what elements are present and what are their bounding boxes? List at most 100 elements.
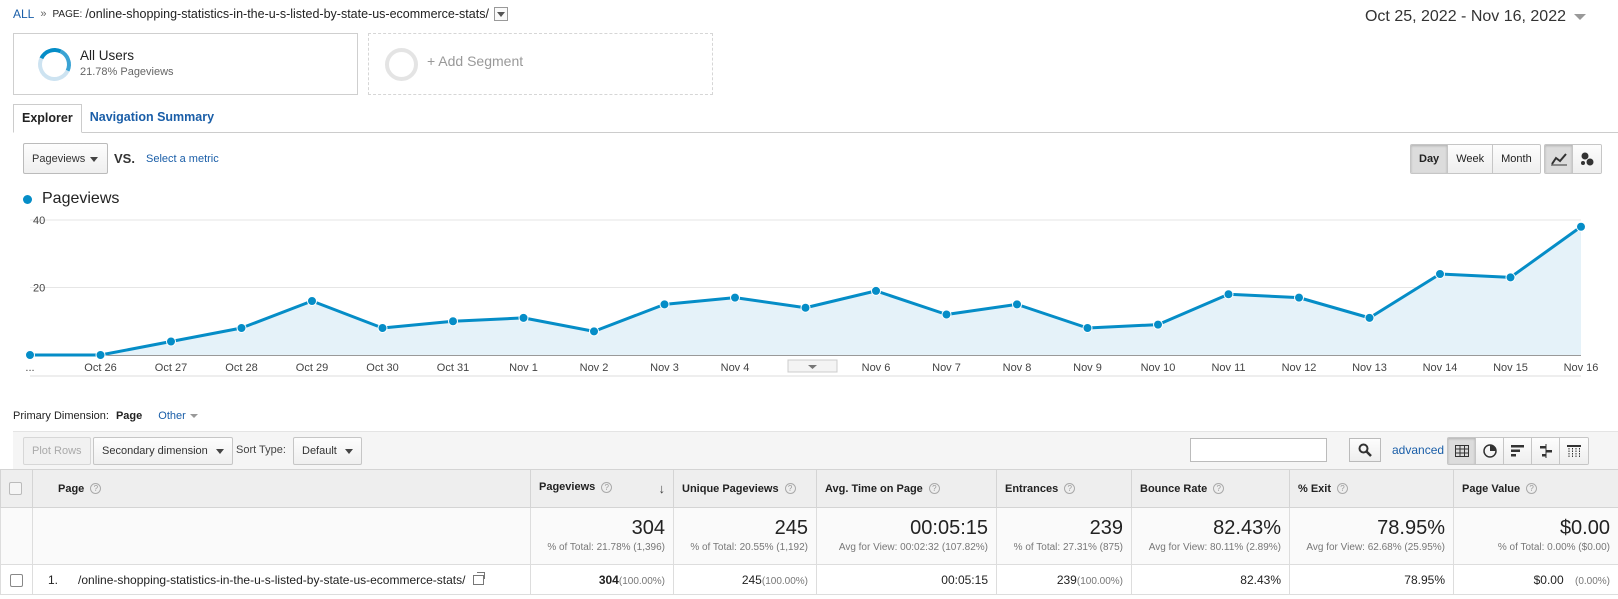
total-sub: % of Total: 21.78% (1,396): [547, 542, 665, 553]
row-pageviews-pct: (100.00%): [618, 575, 665, 587]
primary-dimension-bar: Primary Dimension: Page Other: [13, 410, 198, 422]
data-point: [1576, 221, 1586, 232]
grid-icon: [1454, 445, 1469, 457]
advanced-filter-link[interactable]: advanced: [1392, 443, 1445, 457]
row-unique-value: 245: [741, 572, 762, 587]
row-select-cell: [0, 564, 33, 595]
metric-dropdown[interactable]: Pageviews: [23, 143, 108, 174]
help-icon[interactable]: ?: [1213, 483, 1225, 495]
data-point: [307, 296, 317, 306]
column-header-unique-pageviews[interactable]: Unique Pageviews?: [673, 469, 817, 508]
data-point: [589, 326, 599, 337]
column-header-pageviews[interactable]: Pageviews? ↓: [530, 469, 674, 508]
metric-dropdown-label: Pageviews: [32, 153, 86, 165]
data-point: [1294, 292, 1304, 303]
line-chart-icon: [1550, 153, 1567, 166]
line-chart-button[interactable]: [1545, 145, 1573, 173]
x-tick-label: Oct 27: [155, 362, 187, 374]
column-header-exit[interactable]: % Exit?: [1289, 469, 1454, 508]
motion-chart-button[interactable]: [1573, 145, 1601, 173]
month-button[interactable]: Month: [1493, 145, 1540, 173]
report-tabs: Explorer Navigation Summary: [13, 104, 222, 133]
total-unique-pageviews: 245 % of Total: 20.55% (1,192): [673, 507, 817, 565]
column-header-page[interactable]: Page?: [32, 469, 531, 508]
pie-view-button[interactable]: [1476, 438, 1504, 464]
help-icon[interactable]: ?: [1526, 483, 1538, 495]
total-value: 239: [1089, 517, 1123, 539]
row-page-link[interactable]: /online-shopping-statistics-in-the-u-s-l…: [78, 572, 466, 587]
x-tick-label: Nov 14: [1423, 362, 1458, 374]
table-header-row: Page? Pageviews? ↓ Unique Pageviews? Avg.…: [0, 469, 1618, 508]
row-entrances-value: 239: [1056, 572, 1077, 587]
search-button[interactable]: [1349, 438, 1381, 462]
segment-all-users[interactable]: All Users 21.78% Pageviews: [13, 33, 358, 95]
performance-view-button[interactable]: [1504, 438, 1532, 464]
totals-row: 304 % of Total: 21.78% (1,396) 245 % of To…: [0, 507, 1618, 565]
row-pageviews-value: 304: [598, 572, 619, 587]
open-page-icon[interactable]: [473, 572, 486, 586]
breadcrumb-separator: »: [40, 8, 47, 20]
column-header-avg-time[interactable]: Avg. Time on Page?: [816, 469, 997, 508]
sort-descending-icon[interactable]: ↓: [658, 481, 666, 496]
column-header-bounce-rate[interactable]: Bounce Rate?: [1131, 469, 1290, 508]
table-search-input[interactable]: [1190, 438, 1327, 462]
secondary-dimension-dropdown[interactable]: Secondary dimension: [93, 437, 233, 465]
day-button[interactable]: Day: [1411, 145, 1449, 173]
column-header-exit-label: % Exit: [1298, 482, 1332, 495]
column-header-entrances[interactable]: Entrances?: [996, 469, 1132, 508]
total-sub: Avg for View: 00:02:32 (107.82%): [838, 542, 988, 553]
breadcrumb-dropdown-icon[interactable]: [493, 7, 508, 21]
x-tick-label: Nov 4: [721, 362, 750, 374]
segment-donut-icon: [33, 43, 76, 86]
help-icon[interactable]: ?: [90, 483, 102, 495]
comparison-view-button[interactable]: [1532, 438, 1560, 464]
data-point: [1435, 269, 1445, 279]
column-header-pageviews-label: Pageviews: [539, 481, 596, 493]
row-exit: 78.95%: [1289, 564, 1454, 595]
primary-dimension-other[interactable]: Other: [158, 410, 198, 422]
total-value: 00:05:15: [910, 517, 988, 539]
chart-legend: Pageviews: [23, 190, 119, 208]
help-icon[interactable]: ?: [1337, 483, 1349, 495]
row-checkbox[interactable]: [10, 573, 23, 587]
help-icon[interactable]: ?: [928, 483, 940, 495]
breadcrumb-all-link[interactable]: ALL: [13, 7, 35, 21]
select-all-checkbox[interactable]: [9, 482, 22, 495]
x-tick-label: Nov 3: [650, 362, 679, 374]
tab-explorer[interactable]: Explorer: [13, 104, 82, 133]
help-icon[interactable]: ?: [784, 483, 796, 495]
total-sub: Avg for View: 62.68% (25.95%): [1306, 542, 1445, 553]
data-point: [1505, 272, 1516, 283]
row-unique-pct: (100.00%): [761, 575, 808, 587]
x-tick-label: Oct 29: [296, 362, 328, 374]
x-tick-label: Nov 11: [1211, 362, 1245, 374]
data-point: [730, 292, 740, 303]
bar-chart-icon: [1510, 445, 1524, 457]
column-header-page-value[interactable]: Page Value?: [1453, 469, 1618, 508]
total-value: 82.43%: [1213, 517, 1281, 539]
total-bounce-rate: 82.43% Avg for View: 80.11% (2.89%): [1131, 507, 1290, 565]
help-icon[interactable]: ?: [1064, 483, 1076, 495]
x-tick-label: Oct 28: [225, 362, 257, 374]
breadcrumb-page-value: /online-shopping-statistics-in-the-u-s-l…: [85, 7, 489, 21]
breadcrumb: ALL » PAGE: /online-shopping-statistics-…: [13, 7, 508, 21]
select-metric-link[interactable]: Select a metric: [146, 153, 219, 165]
totals-empty-cell: [0, 507, 33, 565]
week-button[interactable]: Week: [1448, 145, 1494, 173]
y-tick-label: 40: [33, 215, 45, 227]
add-segment-button[interactable]: + Add Segment: [368, 33, 713, 95]
search-icon: [1358, 443, 1372, 457]
total-sub: % of Total: 27.31% (875): [1013, 542, 1123, 553]
legend-dot: [23, 194, 32, 204]
data-point: [941, 309, 952, 320]
total-exit: 78.95% Avg for View: 62.68% (25.95%): [1289, 507, 1454, 565]
primary-dimension-page[interactable]: Page: [115, 410, 143, 422]
comparison-icon: [1539, 444, 1552, 458]
plot-rows-button[interactable]: Plot Rows: [23, 437, 91, 465]
sort-type-dropdown[interactable]: Default: [293, 437, 362, 465]
date-range-picker[interactable]: Oct 25, 2022 - Nov 16, 2022: [1365, 8, 1586, 26]
help-icon[interactable]: ?: [601, 481, 613, 493]
tab-navigation-summary[interactable]: Navigation Summary: [89, 110, 215, 124]
data-table-view-button[interactable]: [1448, 438, 1476, 464]
pivot-view-button[interactable]: [1560, 438, 1588, 464]
